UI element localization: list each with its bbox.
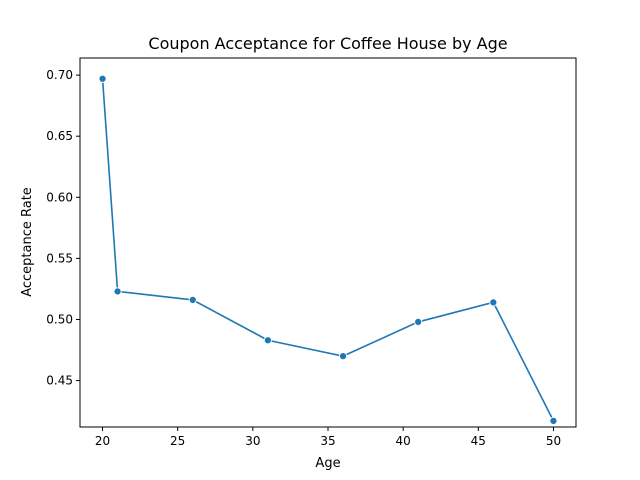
y-tick-label: 0.45	[46, 374, 73, 388]
y-tick-label: 0.65	[46, 129, 73, 143]
x-tick-label: 20	[95, 434, 110, 448]
chart-title: Coupon Acceptance for Coffee House by Ag…	[148, 34, 507, 53]
x-tick-label: 30	[245, 434, 260, 448]
y-axis-label: Acceptance Rate	[20, 187, 35, 297]
y-tick-label: 0.70	[46, 68, 73, 82]
plot-area	[98, 74, 558, 425]
data-point	[338, 352, 348, 361]
x-tick-label: 40	[396, 434, 411, 448]
x-tick-label: 35	[320, 434, 335, 448]
x-axis: 20 25 30 35 40 45 50	[95, 427, 561, 448]
data-point	[113, 287, 122, 296]
data-point	[98, 74, 107, 83]
y-tick-label: 0.50	[46, 312, 73, 326]
y-axis: 0.45 0.50 0.55 0.60 0.65 0.70	[46, 68, 80, 388]
x-tick-label: 45	[471, 434, 486, 448]
data-point	[263, 336, 272, 345]
data-point	[489, 298, 498, 307]
data-point	[414, 317, 423, 326]
x-tick-label: 25	[170, 434, 185, 448]
data-point	[549, 416, 558, 425]
y-tick-label: 0.60	[46, 190, 73, 204]
x-axis-label: Age	[315, 456, 340, 471]
data-point	[188, 295, 197, 304]
axes-frame	[79, 57, 577, 428]
y-tick-label: 0.55	[46, 251, 73, 265]
x-tick-label: 50	[546, 434, 561, 448]
series-line	[101, 78, 555, 422]
